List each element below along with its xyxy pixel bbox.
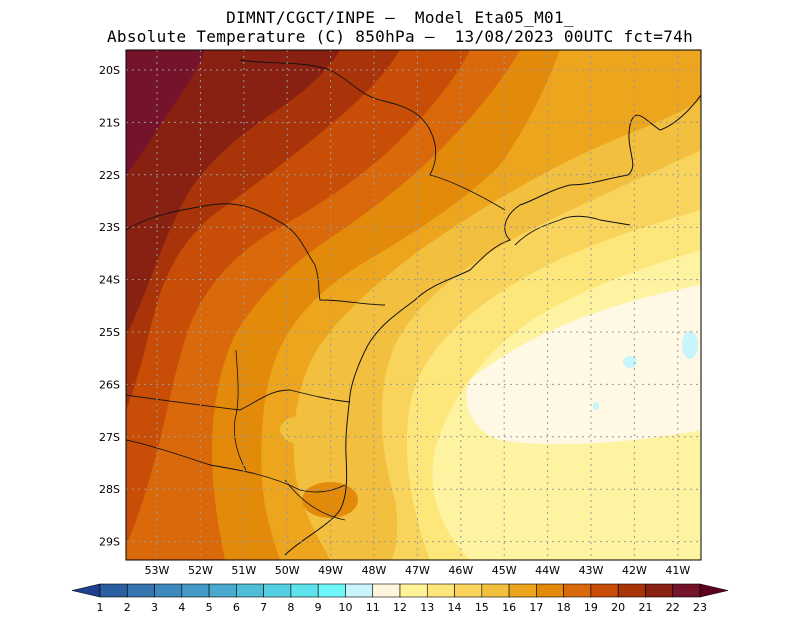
lon-tick-label: 42W (622, 564, 647, 577)
colorbar-swatch (563, 583, 592, 598)
coastline (284, 94, 701, 556)
colorbar-level-label: 21 (638, 601, 652, 614)
lat-tick-label: 24S (99, 274, 120, 287)
graticule (126, 50, 701, 560)
lon-tick-label: 50W (275, 564, 300, 577)
colorbar-level-label: 12 (393, 601, 407, 614)
colorbar-level-label: 13 (420, 601, 434, 614)
colorbar-swatch (590, 583, 619, 598)
lat-tick-label: 29S (99, 536, 120, 549)
colorbar-swatch (126, 583, 155, 598)
colorbar-swatch (290, 583, 319, 598)
state-border-sc-rs (126, 439, 346, 493)
colorbar-swatch (372, 583, 401, 598)
colorbar-arrow-right (699, 583, 729, 598)
country-border (233, 349, 247, 471)
field-cold-b (623, 356, 637, 368)
colorbar-level-label: 6 (233, 601, 240, 614)
lon-tick-label: 45W (492, 564, 517, 577)
colorbar-swatch (345, 583, 374, 598)
colorbar-level-label: 11 (366, 601, 380, 614)
colorbar-swatch (181, 583, 210, 598)
lat-tick-label: 21S (99, 116, 120, 129)
colorbar-swatch (426, 583, 455, 598)
field-cream (466, 285, 701, 445)
field-cold-c (593, 402, 599, 410)
colorbar-level-label: 23 (693, 601, 707, 614)
lat-tick-label: 25S (99, 326, 120, 339)
colorbar-swatch (481, 583, 510, 598)
lon-tick-label: 47W (405, 564, 430, 577)
field-pocket-a (302, 482, 358, 518)
colorbar-level-label: 14 (448, 601, 462, 614)
temperature-field (126, 50, 701, 560)
lon-tick-label: 53W (145, 564, 170, 577)
lon-tick-label: 52W (188, 564, 213, 577)
colorbar-level-label: 2 (124, 601, 131, 614)
colorbar-labels: 1 2 3 4 5 6 7 8 9 10 11 12 13 14 15 16 17 18 19 20 21 22 23 (97, 601, 708, 614)
colorbar-swatch (617, 583, 646, 598)
lon-tick-label: 46W (448, 564, 473, 577)
colorbar-swatch (317, 583, 346, 598)
field-22 (126, 50, 340, 335)
colorbar-level-label: 19 (584, 601, 598, 614)
state-border-pr-sc (126, 389, 351, 411)
colorbar-level-label: 10 (338, 601, 352, 614)
map-frame (125, 49, 702, 561)
colorbar-level-label: 4 (178, 601, 185, 614)
colorbar-level-label: 16 (502, 601, 516, 614)
colorbar (71, 583, 729, 598)
field-pocket-b (280, 416, 320, 444)
state-border-mg (239, 59, 506, 211)
lon-tick-label: 51W (231, 564, 256, 577)
colorbar-level-label: 9 (315, 601, 322, 614)
colorbar-swatch (263, 583, 292, 598)
colorbar-level-label: 22 (666, 601, 680, 614)
colorbar-swatch (454, 583, 483, 598)
colorbar-swatch (508, 583, 537, 598)
colorbar-level-label: 3 (151, 601, 158, 614)
colorbar-level-label: 8 (287, 601, 294, 614)
colorbar-swatch (99, 583, 128, 598)
lat-tick-label: 28S (99, 483, 120, 496)
lon-tick-label: 49W (318, 564, 343, 577)
colorbar-arrow-left (71, 583, 101, 598)
colorbar-level-label: 20 (611, 601, 625, 614)
chart-title-line-1: DIMNT/CGCT/INPE – Model Eta05_M01_ (226, 8, 574, 27)
colorbar-level-label: 5 (206, 601, 213, 614)
colorbar-level-label: 15 (475, 601, 489, 614)
lat-tick-label: 26S (99, 378, 120, 391)
field-cold-a (682, 331, 698, 359)
field-23 (126, 50, 205, 175)
colorbar-swatch (645, 583, 674, 598)
colorbar-swatch (208, 583, 237, 598)
state-border-sp-pr (126, 203, 386, 306)
longitude-labels: 53W 52W 51W 50W 49W 48W 47W 46W 45W 44W 43W 42W 41W (145, 564, 691, 577)
colorbar-swatch (672, 583, 701, 598)
colorbar-level-label: 1 (97, 601, 104, 614)
lon-tick-label: 48W (362, 564, 387, 577)
colorbar-swatch (154, 583, 183, 598)
lat-tick-label: 22S (99, 169, 120, 182)
lon-tick-label: 43W (579, 564, 604, 577)
colorbar-level-label: 17 (529, 601, 543, 614)
colorbar-level-label: 18 (557, 601, 571, 614)
lat-tick-label: 20S (99, 64, 120, 77)
colorbar-swatch (399, 583, 428, 598)
lat-tick-label: 27S (99, 431, 120, 444)
chart-title-line-2: Absolute Temperature (C) 850hPa – 13/08/… (106, 27, 694, 46)
colorbar-swatch (236, 583, 264, 598)
lon-tick-label: 44W (535, 564, 560, 577)
latitude-labels: 20S 21S 22S 23S 24S 25S 26S 27S 28S 29S (99, 64, 120, 549)
lagoon-shore (284, 479, 346, 521)
lon-tick-label: 41W (665, 564, 690, 577)
colorbar-level-label: 7 (260, 601, 267, 614)
colorbar-swatch (536, 583, 564, 598)
lat-tick-label: 23S (99, 221, 120, 234)
state-border-rj (514, 215, 631, 246)
